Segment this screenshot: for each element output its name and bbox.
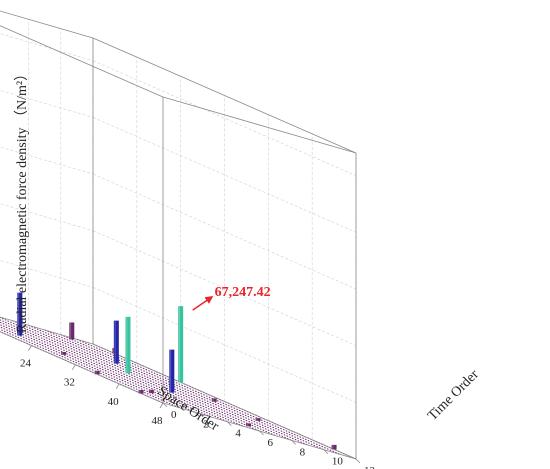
x-tick-label: 24 bbox=[20, 358, 32, 370]
wall-gridline bbox=[0, 146, 94, 175]
floor-gridline bbox=[12, 320, 276, 437]
z-axis-label-text: Radial electromagnetic force density bbox=[15, 127, 30, 333]
y-tick-mark bbox=[355, 458, 361, 464]
annotation: 67,247.42 bbox=[192, 285, 271, 311]
y-tick-label: 4 bbox=[235, 428, 241, 440]
tick-labels: 050,000100,000150,000200,000250,00008162… bbox=[20, 345, 375, 469]
annotation-label: 67,247.42 bbox=[215, 285, 271, 300]
x-tick-label: 48 bbox=[152, 415, 164, 427]
y-tick-mark bbox=[259, 430, 264, 436]
x-tick-mark bbox=[28, 345, 32, 351]
x-tick-label: 32 bbox=[64, 377, 75, 389]
y-tick-label: 10 bbox=[332, 456, 344, 468]
frame-edge bbox=[0, 10, 94, 39]
y-tick-mark bbox=[194, 412, 200, 417]
frame-edge bbox=[92, 37, 357, 154]
x-axis-label: Space Order bbox=[155, 384, 222, 435]
y-tick-label: 8 bbox=[300, 446, 306, 458]
x-tick-label: 40 bbox=[108, 396, 120, 408]
frame-edge bbox=[92, 343, 357, 460]
frame-edge bbox=[0, 316, 94, 345]
y-tick-label: 6 bbox=[268, 437, 274, 449]
x-tick-mark bbox=[115, 383, 120, 390]
wall-gridline bbox=[0, 203, 94, 231]
wall-gridline bbox=[0, 33, 94, 61]
floor-gridline bbox=[44, 329, 308, 446]
x-tick-mark bbox=[159, 402, 164, 409]
frame-edge bbox=[162, 96, 357, 154]
y-tick-label: 2 bbox=[203, 418, 209, 430]
floor-grid bbox=[0, 316, 357, 460]
y-tick-mark bbox=[291, 440, 296, 445]
floor-gridline bbox=[60, 334, 325, 451]
wall-gridline bbox=[92, 230, 357, 346]
z-axis-unit: （N/m²） bbox=[14, 67, 30, 124]
y-tick-mark bbox=[323, 449, 329, 454]
wall-gridline bbox=[92, 60, 357, 176]
wall-gridline bbox=[0, 260, 94, 288]
wall-gridline bbox=[0, 90, 94, 118]
x-tick-mark bbox=[71, 364, 76, 370]
frame-edge bbox=[0, 25, 164, 98]
y-axis-label: Time Order bbox=[425, 367, 482, 424]
floor-gridline bbox=[0, 319, 244, 427]
y-tick-label: 0 bbox=[171, 409, 177, 421]
annotation-arrow bbox=[192, 295, 214, 311]
y-tick-label: 12 bbox=[364, 465, 375, 469]
y-tick-mark bbox=[162, 402, 168, 408]
bars bbox=[16, 292, 337, 450]
wall-gridline bbox=[92, 173, 357, 290]
z-axis-label: Radial electromagnetic force density （N/… bbox=[14, 67, 30, 333]
y-tick-mark bbox=[227, 421, 232, 426]
